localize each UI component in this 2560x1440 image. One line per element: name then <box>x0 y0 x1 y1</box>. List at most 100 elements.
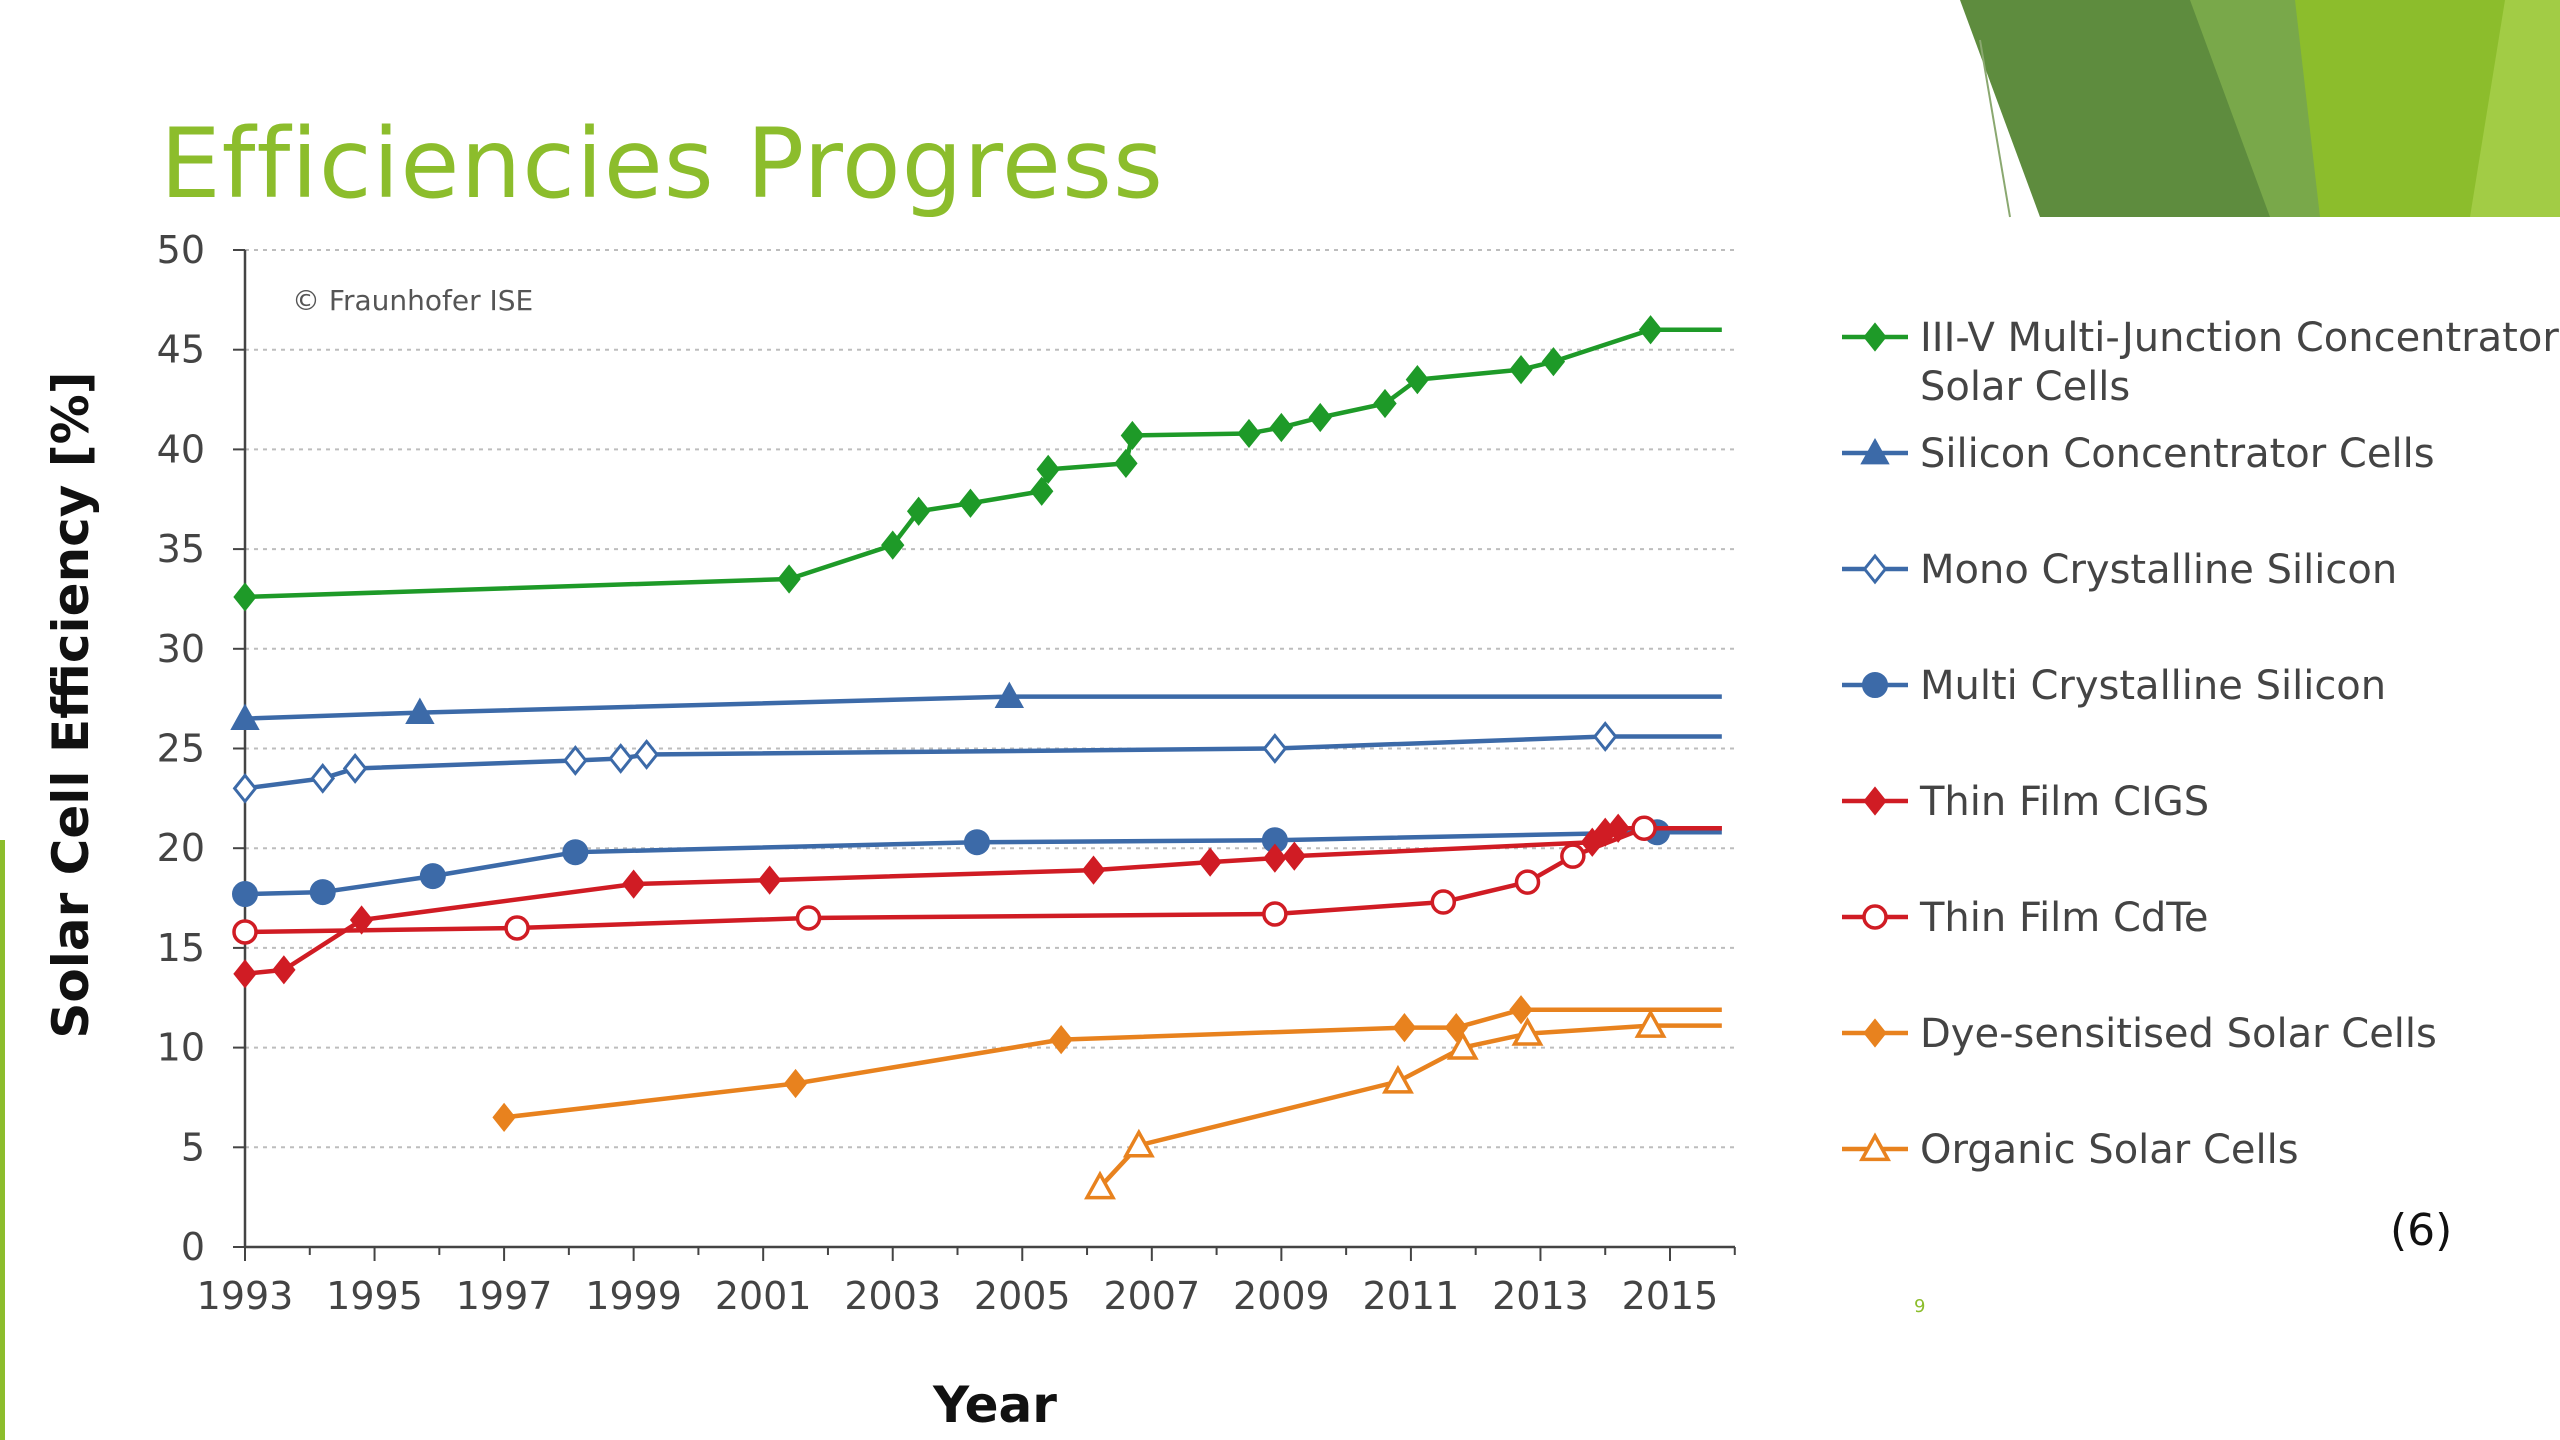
data-point <box>634 739 659 770</box>
legend-marker <box>1862 904 1888 930</box>
series-1 <box>230 681 1722 730</box>
data-point <box>233 959 257 989</box>
data-point <box>419 863 446 890</box>
x-tick-label: 2003 <box>844 1274 941 1318</box>
x-tick-label: 2015 <box>1622 1274 1719 1318</box>
legend-item-1: Silicon Concentrator Cells <box>1842 431 2435 477</box>
chart-credit: © Fraunhofer ISE <box>292 284 533 317</box>
x-tick-label: 1993 <box>197 1274 294 1318</box>
legend-item-6: Dye-sensitised Solar Cells <box>1842 1011 2437 1057</box>
y-axis-title: Solar Cell Efficiency [%] <box>42 371 100 1038</box>
data-point <box>1122 1128 1155 1158</box>
data-point <box>1631 815 1657 842</box>
data-point <box>1084 1170 1116 1200</box>
reference-label: (6) <box>2390 1205 2453 1256</box>
legend-item-7: Organic Solar Cells <box>1842 1127 2299 1173</box>
slide-number: 9 <box>1914 1296 1926 1317</box>
legend-marker <box>1860 437 1890 465</box>
legend-item-5: Thin Film CdTe <box>1842 895 2209 941</box>
data-point <box>1049 1025 1073 1055</box>
x-tick-label: 2005 <box>974 1274 1071 1318</box>
data-point <box>1638 315 1663 345</box>
legend-label: Dye-sensitised Solar Cells <box>1920 1011 2437 1057</box>
data-point <box>492 1102 516 1132</box>
series-7 <box>1084 1009 1722 1200</box>
y-tick-label: 45 <box>157 328 205 372</box>
legend-label: Thin Film CIGS <box>1919 779 2209 825</box>
x-tick-label: 2013 <box>1492 1274 1589 1318</box>
data-point <box>1120 420 1145 451</box>
data-point <box>232 881 258 908</box>
x-tick-label: 1995 <box>326 1274 423 1318</box>
legend-label: III-V Multi-Junction Concentrator <box>1920 315 2559 361</box>
series-line <box>244 327 1722 600</box>
data-point <box>1392 1013 1417 1043</box>
legend-marker <box>1863 1018 1887 1048</box>
y-tick-label: 25 <box>157 727 205 771</box>
legend-label: Organic Solar Cells <box>1920 1127 2299 1173</box>
data-point <box>777 564 801 594</box>
data-point <box>1606 813 1630 843</box>
data-point <box>783 1068 808 1099</box>
data-point <box>1030 476 1054 506</box>
y-tick-label: 10 <box>157 1026 205 1070</box>
y-tick-label: 35 <box>157 527 205 571</box>
legend-marker <box>1863 322 1887 352</box>
data-point <box>1430 889 1457 915</box>
x-tick-label: 2001 <box>715 1274 812 1318</box>
legend-label: Solar Cells <box>1920 364 2130 410</box>
data-point <box>1282 841 1306 871</box>
data-point <box>1269 412 1294 443</box>
data-point <box>1036 454 1060 484</box>
data-point <box>1308 402 1332 433</box>
x-tick-label: 2007 <box>1103 1274 1200 1318</box>
data-point <box>1262 733 1288 764</box>
legend-label: Mono Crystalline Silicon <box>1920 547 2397 593</box>
data-point <box>342 753 368 784</box>
legend-item-3: Multi Crystalline Silicon <box>1842 663 2386 709</box>
data-point <box>1405 365 1430 395</box>
data-point <box>1263 843 1287 873</box>
data-point <box>608 743 634 774</box>
data-point <box>233 582 257 612</box>
data-point <box>963 829 990 856</box>
data-point <box>994 681 1025 709</box>
data-point <box>232 919 258 945</box>
series-line <box>503 1007 1722 1120</box>
corner-decoration <box>1960 0 2560 218</box>
series-2 <box>232 721 1722 804</box>
data-point <box>1373 388 1397 419</box>
series-4 <box>233 813 1722 989</box>
data-point <box>349 905 374 935</box>
data-point <box>563 745 588 776</box>
data-point <box>1381 1064 1414 1094</box>
legend-label: Multi Crystalline Silicon <box>1920 663 2386 709</box>
data-point <box>1237 418 1261 449</box>
data-point <box>230 703 260 730</box>
x-tick-label: 2011 <box>1363 1274 1460 1318</box>
left-accent-bar <box>0 840 5 1440</box>
data-point <box>1592 721 1618 752</box>
data-point <box>232 772 258 804</box>
data-point <box>1446 1030 1479 1060</box>
legend-marker <box>1863 786 1887 816</box>
y-tick-label: 50 <box>157 228 205 272</box>
legend-item-2: Mono Crystalline Silicon <box>1842 547 2397 593</box>
legend-marker <box>1862 553 1888 585</box>
series-line <box>244 734 1722 791</box>
y-tick-label: 15 <box>157 926 205 970</box>
data-point <box>757 865 782 895</box>
y-tick-label: 40 <box>157 427 205 471</box>
data-point <box>1514 869 1541 895</box>
series-5 <box>232 815 1722 945</box>
data-point <box>1081 855 1106 885</box>
legend-label: Thin Film CdTe <box>1919 895 2209 941</box>
data-point <box>1560 843 1586 869</box>
data-point <box>309 879 336 906</box>
data-point <box>1541 347 1566 377</box>
x-tick-label: 1999 <box>585 1274 682 1318</box>
data-point <box>1511 1017 1544 1046</box>
legend-marker <box>1862 672 1888 698</box>
